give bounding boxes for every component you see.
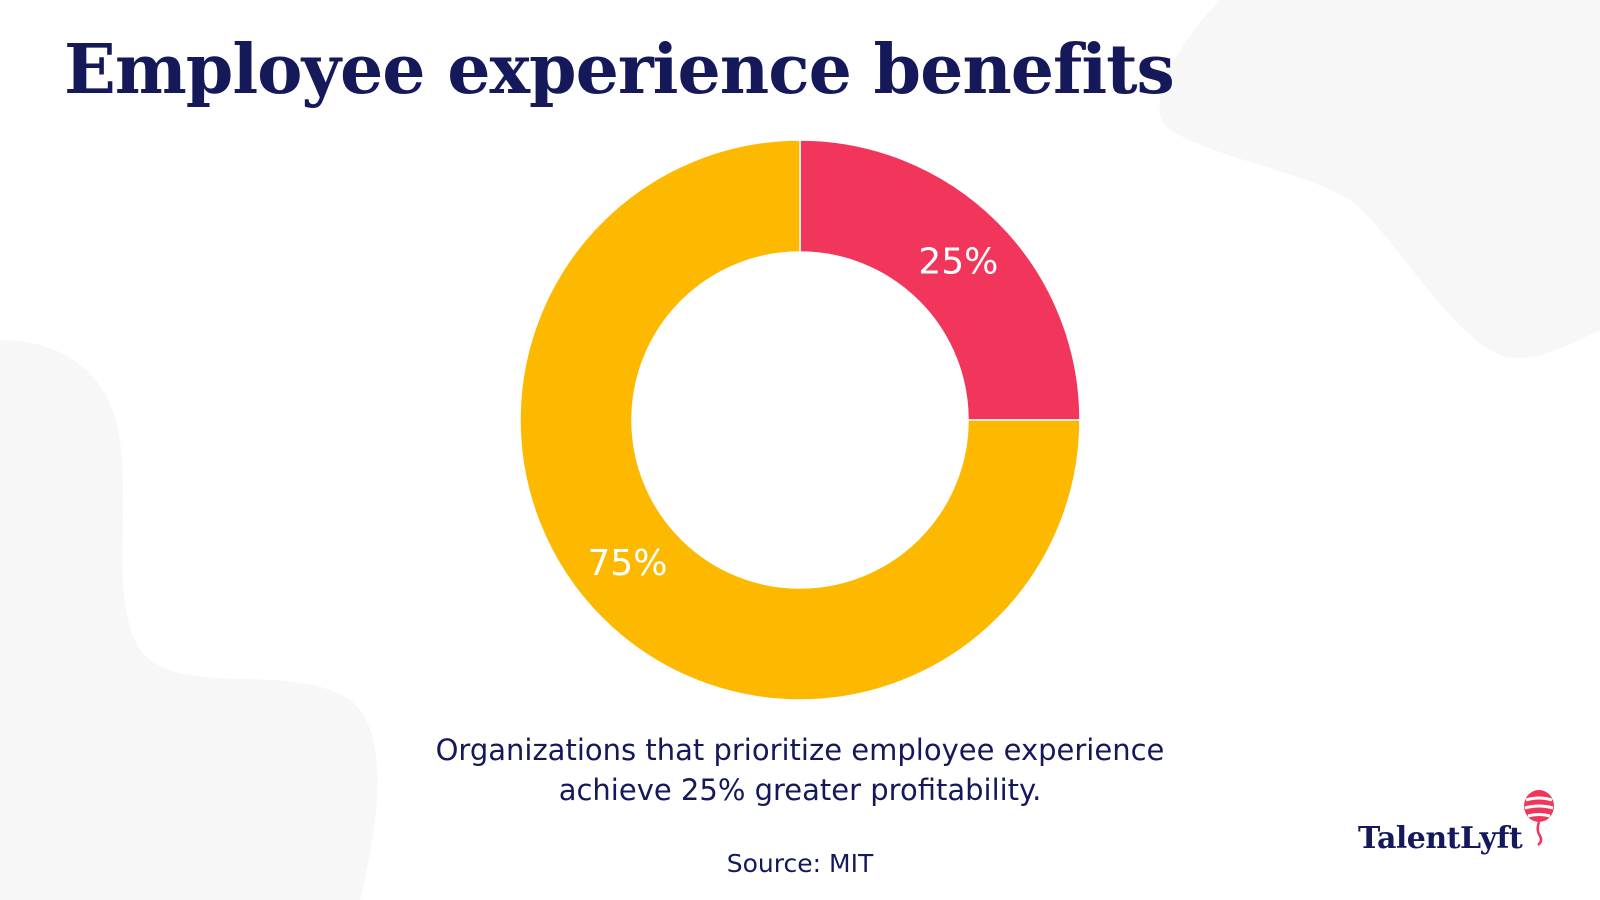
slice-label-75: 75% — [587, 543, 667, 584]
source-note: Source: MIT — [726, 849, 874, 878]
chart-caption: Organizations that prioritize employee e… — [300, 730, 1300, 810]
talentlyft-logo: TalentLyft — [1358, 788, 1558, 858]
caption-line-1: Organizations that prioritize employee e… — [435, 733, 1165, 767]
background-blob-top-right — [1159, 0, 1600, 359]
slice-label-25: 25% — [918, 242, 998, 283]
donut-slice-75 — [519, 139, 1081, 701]
page-title: Employee experience benefits — [64, 30, 1175, 110]
logo-text: TalentLyft — [1358, 821, 1523, 856]
balloon-icon — [1524, 790, 1554, 846]
donut-slice-25 — [799, 139, 1081, 421]
background-blob-left — [0, 340, 378, 900]
caption-line-2: achieve 25% greater profitability. — [558, 773, 1042, 807]
